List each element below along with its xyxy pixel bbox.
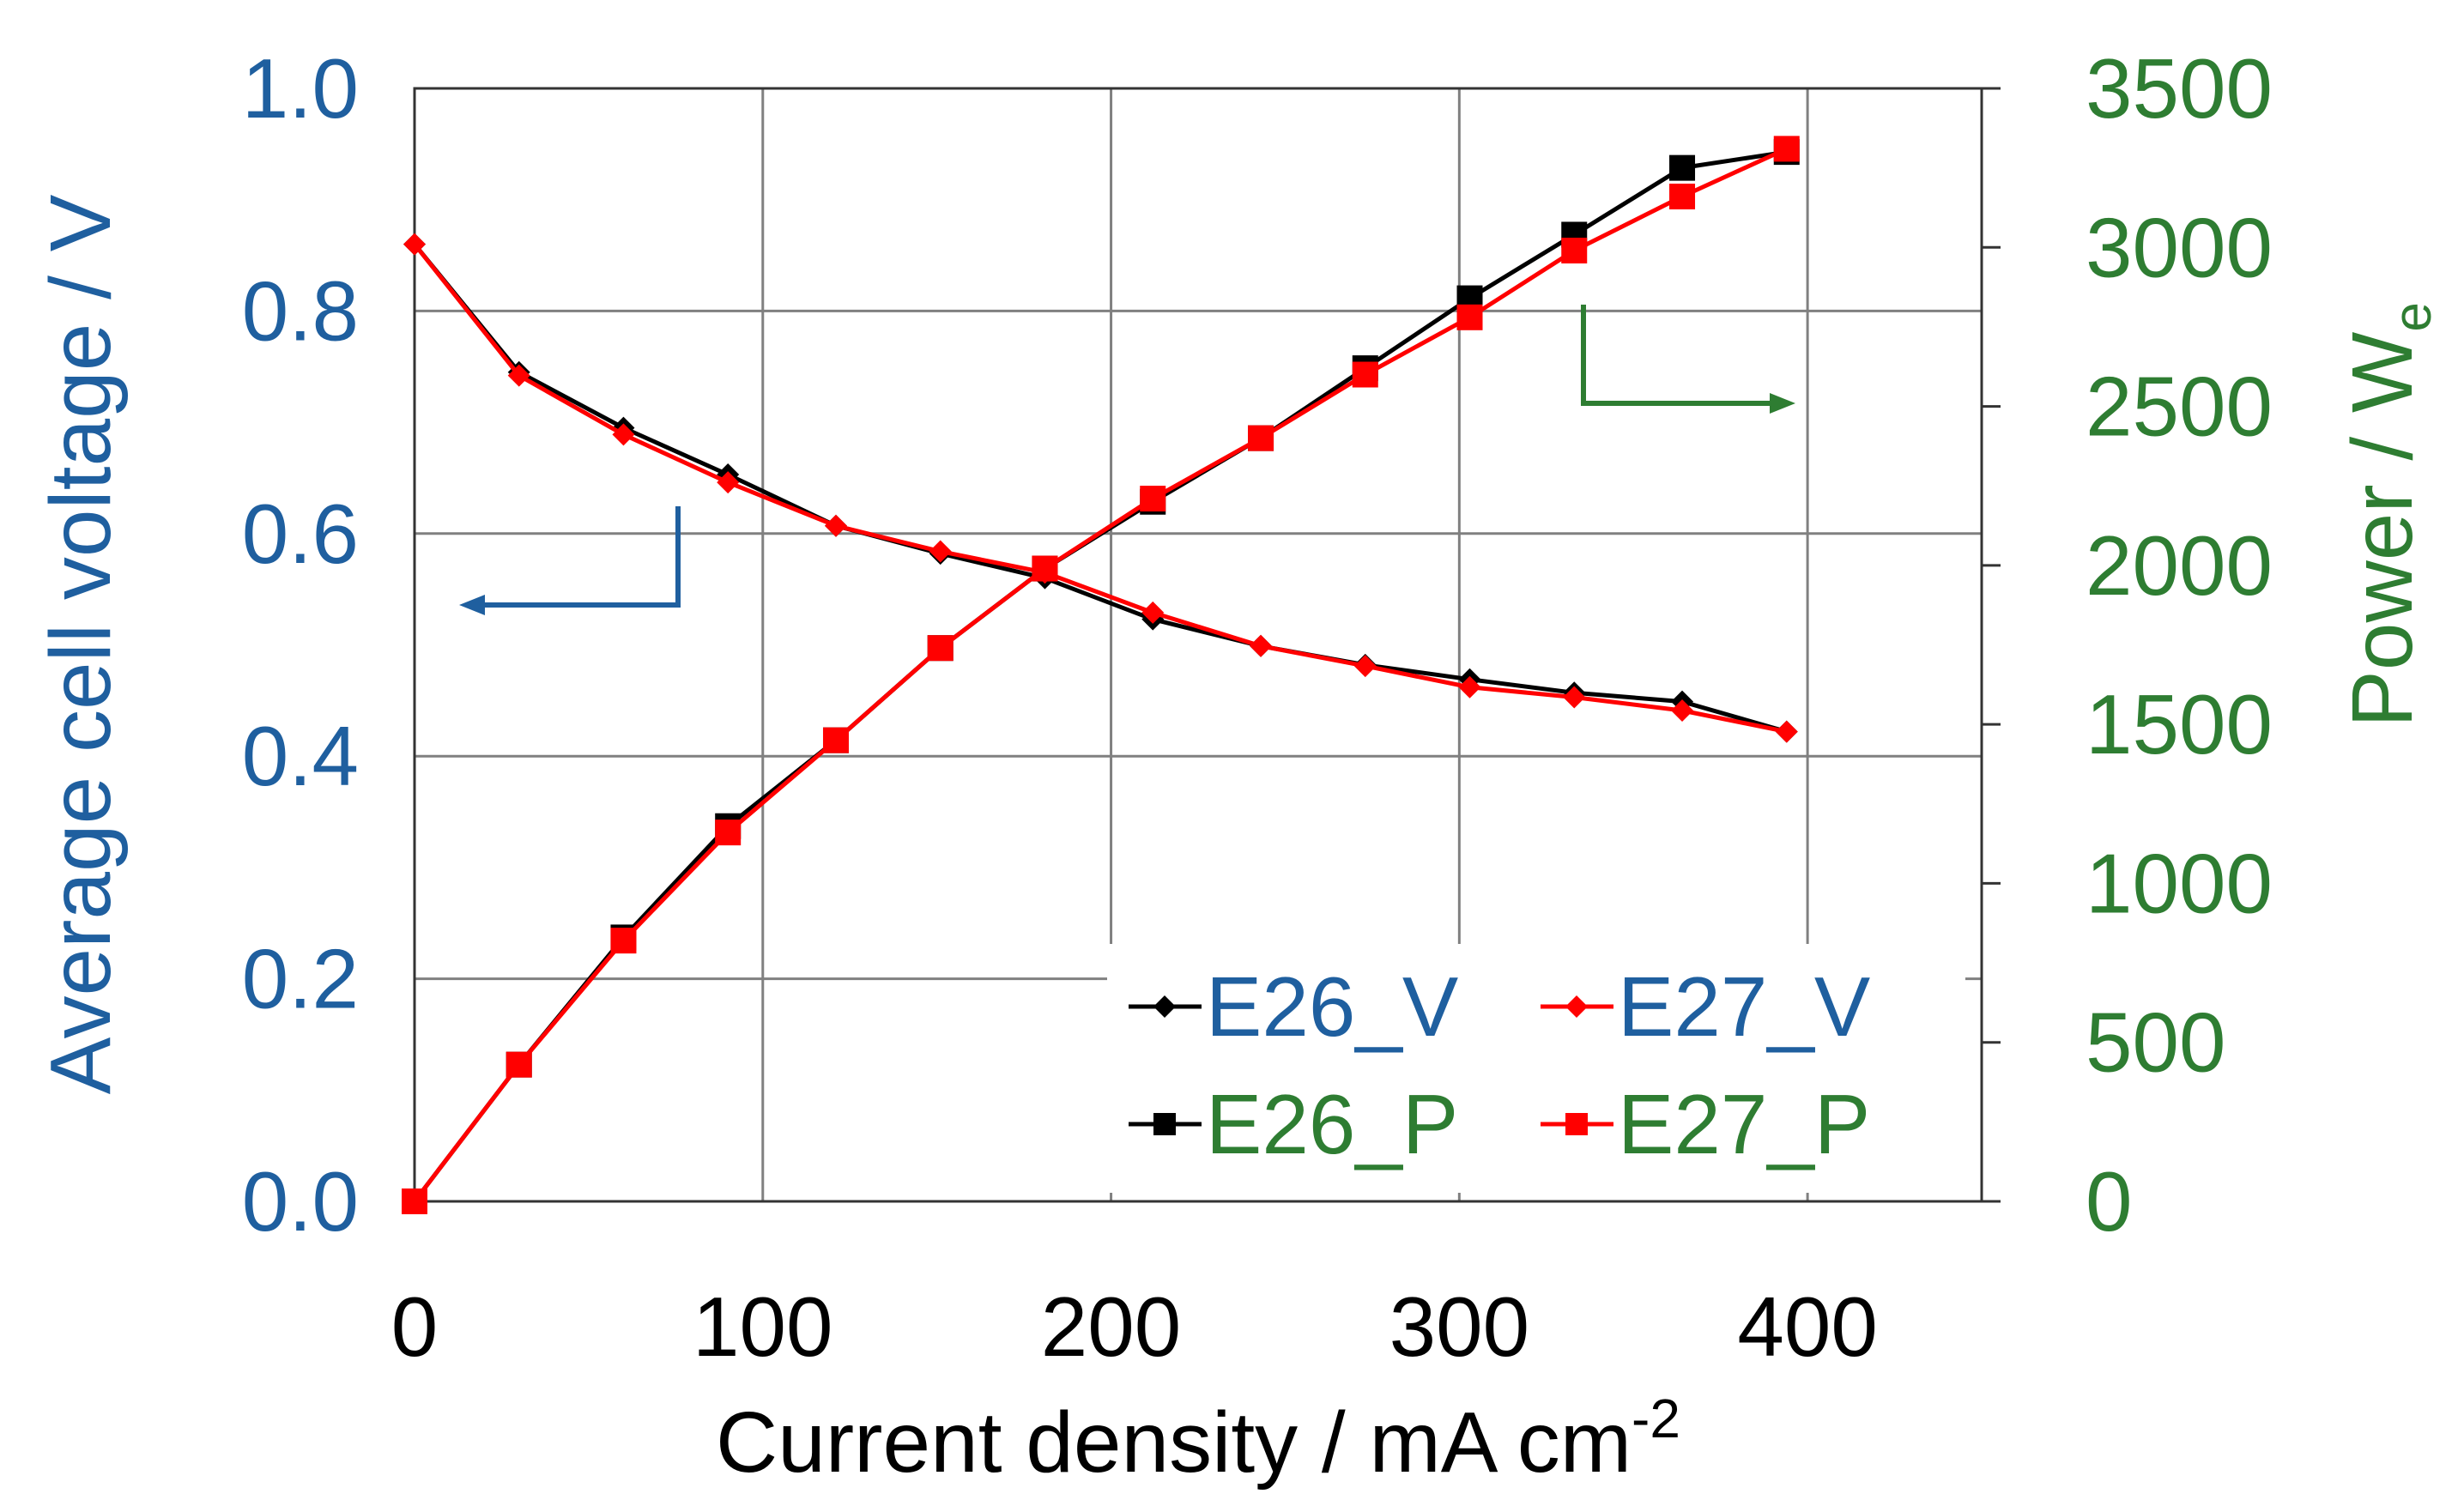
series-e27-p (402, 136, 1800, 1214)
data-point (1561, 237, 1588, 263)
data-point (824, 514, 847, 537)
x-tick-label: 100 (693, 1279, 833, 1374)
legend-marker-e27-p (1565, 1113, 1588, 1135)
legend-label-e27-v: E27_V (1618, 959, 1870, 1054)
legend-label-e26-v: E26_V (1206, 959, 1458, 1054)
x-tick-label: 300 (1389, 1279, 1530, 1374)
y-axis-right-title: Power / We (2334, 302, 2443, 728)
x-tick-label: 400 (1737, 1279, 1878, 1374)
series-line-e27-v (413, 243, 1788, 735)
data-point (1352, 361, 1378, 388)
data-point (610, 928, 637, 954)
legend-marker-e27-v (1565, 995, 1588, 1018)
x-axis-title-sup: -2 (1632, 1388, 1680, 1449)
series-e27-v (403, 233, 1798, 743)
data-point (715, 820, 742, 846)
y-left-tick-label: 0.8 (242, 263, 359, 358)
data-point (1669, 183, 1696, 209)
data-point (403, 233, 426, 256)
data-point (1250, 634, 1273, 657)
data-point (507, 364, 530, 387)
y-left-tick-label: 0.6 (242, 487, 359, 581)
y-left-tick-label: 0.4 (242, 709, 359, 803)
plot-frame (413, 87, 1983, 1203)
legend-entry-e27-p: E27_P (1541, 1077, 1870, 1171)
y-right-tick-label: 2000 (2086, 518, 2273, 613)
data-point (1773, 136, 1800, 162)
right-axis-arrow (1581, 305, 1795, 414)
data-point (1563, 686, 1586, 709)
y-axis-right-title-sub: e (2383, 302, 2443, 331)
tick-labels: 0 100 200 300 400 0.0 0.2 0.4 0.6 0.8 1.0 0 500 1000 1… (242, 41, 2273, 1374)
x-tick-label: 0 (391, 1279, 439, 1374)
data-point (1671, 699, 1694, 723)
data-point (1458, 675, 1481, 699)
y-right-tick-label: 1000 (2086, 836, 2273, 930)
legend-entry-e26-p: E26_P (1129, 1077, 1458, 1171)
data-point (402, 1188, 427, 1214)
series-line-e27-p (413, 147, 1788, 1203)
data-point (717, 471, 740, 494)
y-axis-left-title: Average cell voltage / V (33, 194, 129, 1094)
series-e26-v (403, 233, 1798, 743)
data-point (927, 635, 954, 662)
data-point (1140, 486, 1166, 512)
legend-marker-e26-p (1153, 1113, 1176, 1135)
y-right-tick-label: 0 (2086, 1154, 2133, 1249)
y-right-tick-label: 2500 (2086, 360, 2273, 454)
legend-entry-e27-v: E27_V (1541, 959, 1870, 1054)
legend: E26_V E27_V E26_P E27_P (1107, 944, 1965, 1193)
x-axis-title: Current density / mA cm-2 (716, 1388, 1680, 1491)
y-right-tick-label: 500 (2086, 995, 2226, 1090)
legend-entry-e26-v: E26_V (1129, 959, 1458, 1054)
data-point (1456, 304, 1483, 330)
right-axis-ticks (1982, 87, 2001, 1203)
data-point (1032, 555, 1058, 582)
y-left-tick-label: 0.2 (242, 932, 359, 1026)
legend-marker-e26-v (1153, 995, 1176, 1018)
data-point (612, 423, 635, 446)
x-tick-label: 200 (1041, 1279, 1182, 1374)
data-point (822, 727, 849, 753)
y-right-tick-label: 1500 (2086, 677, 2273, 771)
left-axis-arrow (459, 506, 681, 615)
series-line-e26-v (413, 243, 1788, 735)
y-left-tick-label: 1.0 (242, 41, 359, 136)
y-right-tick-label: 3500 (2086, 41, 2273, 136)
y-axis-right-title-main: Power / W (2334, 331, 2431, 728)
data-point (929, 540, 952, 563)
y-right-tick-label: 3000 (2086, 200, 2273, 294)
legend-label-e26-p: E26_P (1206, 1077, 1458, 1171)
y-left-tick-label: 0.0 (242, 1154, 359, 1249)
data-point (506, 1051, 532, 1078)
data-point (1141, 601, 1165, 624)
data-point (1248, 425, 1274, 451)
data-point (1775, 720, 1798, 743)
series-layer (402, 136, 1800, 1214)
data-point (1353, 655, 1377, 678)
x-axis-title-main: Current density / mA cm (716, 1394, 1632, 1491)
legend-box (1107, 944, 1965, 1193)
legend-label-e27-p: E27_P (1618, 1077, 1870, 1171)
data-point (1669, 154, 1696, 181)
